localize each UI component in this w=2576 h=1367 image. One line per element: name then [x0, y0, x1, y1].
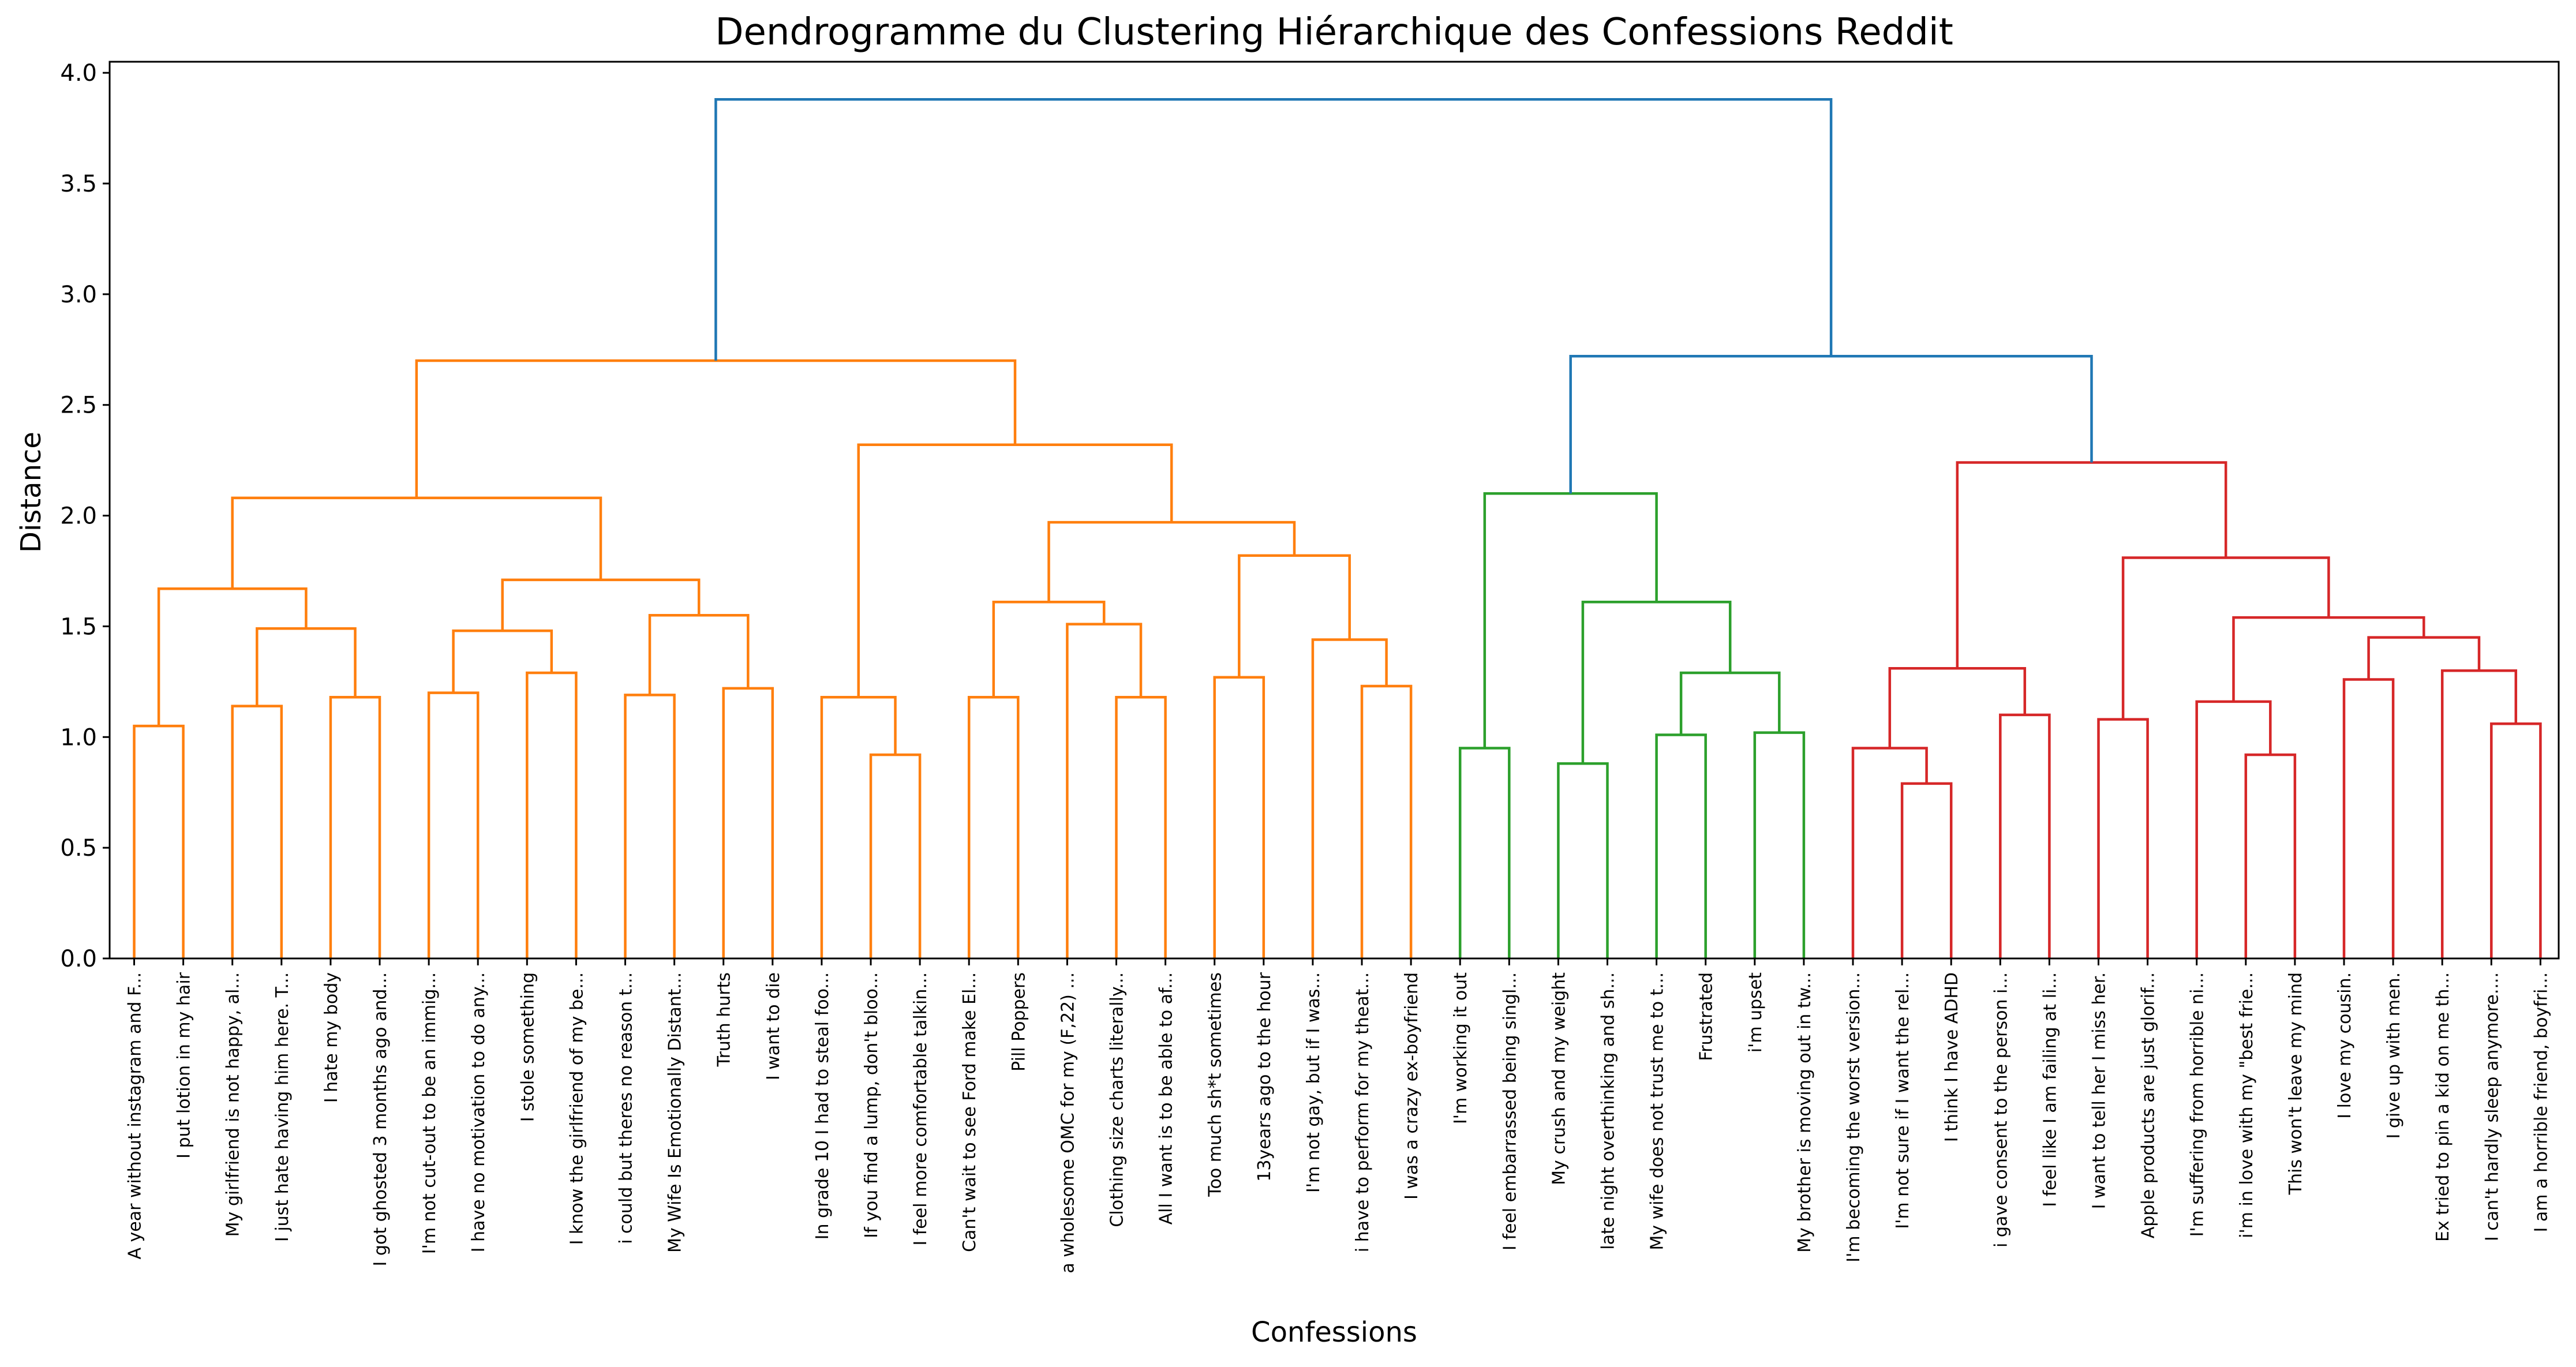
y-axis-label: Distance — [15, 432, 47, 553]
leaf-label: i gave consent to the person i... — [1991, 972, 2011, 1248]
leaf-label: I feel like I am failing at li... — [2040, 972, 2060, 1207]
leaf-label: My crush and my weight — [1549, 972, 1569, 1185]
y-tick-label: 3.5 — [60, 171, 97, 197]
leaf-label: My wife does not trust me to t... — [1648, 972, 1668, 1250]
leaf-label: I have no motivation to do any... — [469, 972, 489, 1252]
y-tick-label: 4.0 — [60, 60, 97, 87]
dendrogram-links — [133, 98, 2542, 958]
y-tick-label: 2.5 — [60, 392, 97, 419]
leaf-label: In grade 10 I had to steal foo... — [813, 972, 833, 1239]
leaf-label: a wholesome OMC for my (F,22) ... — [1058, 972, 1078, 1274]
leaf-label: I feel embarrassed being singl... — [1500, 972, 1520, 1250]
leaf-label: i'm in love with my "best frie... — [2237, 972, 2257, 1238]
leaf-label: My Wife Is Emotionally Distant... — [665, 972, 686, 1253]
leaf-label: Can't wait to see Ford make El... — [960, 972, 980, 1252]
leaf-label: If you find a lump, don't bloo... — [862, 972, 882, 1238]
leaf-label: I am a horrible friend, boyfri... — [2531, 972, 2551, 1232]
leaf-labels: A year without instagram and F... I put l… — [125, 958, 2551, 1274]
leaf-label: I was a crazy ex-boyfriend — [1402, 972, 1422, 1200]
y-tick-label: 3.0 — [60, 282, 97, 308]
leaf-label: Apple products are just glorif... — [2139, 972, 2159, 1238]
leaf-label: Truth hurts — [714, 972, 735, 1067]
plot-frame — [108, 61, 2560, 960]
dendrogram-link — [714, 98, 1833, 361]
y-tick-label: 1.5 — [60, 613, 97, 640]
leaf-label: I stole something — [518, 972, 538, 1122]
leaf-label: My brother is moving out in tw... — [1795, 972, 1815, 1253]
leaf-label: I give up with men. — [2384, 972, 2404, 1139]
leaf-label: Ex tried to pin a kid on me th... — [2433, 972, 2453, 1242]
leaf-label: I feel more comfortable talkin... — [911, 972, 931, 1246]
x-axis-label: Confessions — [1251, 1316, 1417, 1349]
leaf-label: I hate my body — [321, 972, 342, 1103]
y-axis-ticks: 0.0 0.5 1.0 1.5 2.0 2.5 3.0 3.5 4.0 — [60, 60, 110, 972]
leaf-label: I'm becoming the worst version... — [1844, 972, 1864, 1263]
y-tick-label: 0.5 — [60, 835, 97, 862]
leaf-label: Frustrated — [1697, 972, 1717, 1061]
y-tick-label: 2.0 — [60, 503, 97, 530]
leaf-label: late night overthinking and sh... — [1598, 972, 1619, 1250]
leaf-label: I want to die — [763, 972, 784, 1080]
leaf-label: i could but theres no reason t... — [616, 972, 636, 1244]
leaf-label: I can't hardly sleep anymore.... — [2482, 972, 2502, 1241]
chart-title: Dendrogramme du Clustering Hiérarchique … — [715, 11, 1953, 54]
leaf-label: i'm upset — [1746, 972, 1766, 1053]
leaf-label: i have to perform for my theat... — [1353, 972, 1373, 1252]
leaf-label: All I want is to be able to af... — [1156, 972, 1177, 1224]
leaf-label: I think I have ADHD — [1942, 972, 1962, 1142]
leaf-label: I put lotion in my hair — [174, 972, 194, 1159]
leaf-label: Too much sh*t sometimes — [1205, 972, 1226, 1197]
leaf-label: Clothing size charts literally... — [1107, 972, 1128, 1227]
leaf-label: 13years ago to the hour — [1255, 972, 1275, 1181]
leaf-label: I just hate having him here. T... — [272, 972, 293, 1242]
leaf-label: A year without instagram and F... — [125, 972, 145, 1260]
y-tick-label: 0.0 — [60, 946, 97, 972]
leaf-label: I'm not sure if I want the rel... — [1893, 972, 1913, 1229]
leaf-label: I want to tell her I miss her. — [2090, 972, 2110, 1209]
leaf-label: This won't leave my mind — [2286, 972, 2306, 1195]
leaf-label: I got ghosted 3 months ago and... — [370, 972, 391, 1266]
leaf-label: I'm suffering from horrible ni... — [2188, 972, 2208, 1237]
leaf-label: I'm not cut-out to be an immig... — [420, 972, 440, 1254]
leaf-label: I'm not gay, but if I was... — [1304, 972, 1324, 1193]
leaf-label: My girlfriend is not happy, al... — [223, 972, 244, 1237]
leaf-label: I love my cousin. — [2335, 972, 2355, 1119]
leaf-label: Pill Poppers — [1009, 972, 1029, 1072]
leaf-label: I know the girlfriend of my be... — [567, 972, 587, 1245]
leaf-label: I'm working it out — [1451, 972, 1471, 1124]
y-tick-label: 1.0 — [60, 724, 97, 751]
